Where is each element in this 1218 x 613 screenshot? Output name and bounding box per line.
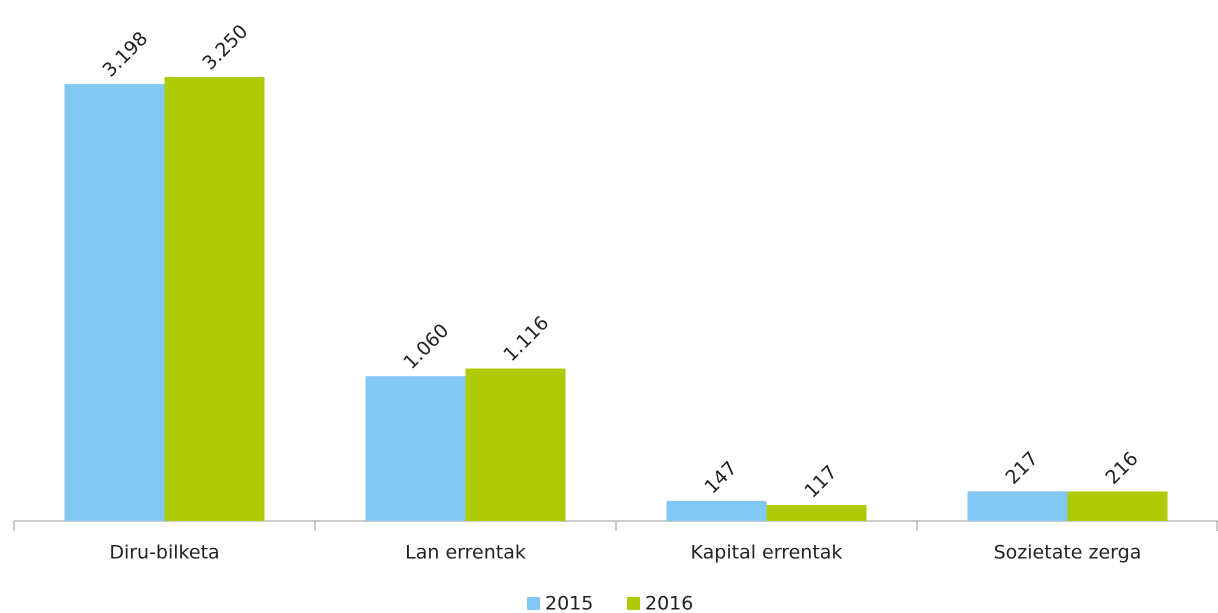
bar — [766, 505, 867, 521]
value-label: 3.198 — [98, 28, 152, 82]
value-label: 3.250 — [198, 20, 252, 74]
legend-label: 2015 — [545, 593, 593, 613]
bar — [967, 491, 1068, 521]
value-label: 1.116 — [499, 312, 553, 366]
bar — [365, 376, 466, 521]
bar — [164, 77, 265, 521]
x-tick-label: Sozietate zerga — [994, 542, 1142, 564]
value-label: 217 — [1001, 448, 1042, 489]
legend-label: 2016 — [645, 593, 693, 613]
bar — [64, 84, 165, 521]
legend-swatch — [527, 597, 540, 610]
bar — [465, 368, 566, 521]
value-label: 147 — [700, 457, 741, 498]
bar — [1067, 491, 1168, 521]
x-tick-label: Kapital errentak — [691, 542, 843, 564]
bar — [666, 500, 767, 521]
x-tick-label: Lan errentak — [405, 542, 526, 564]
value-label: 117 — [800, 461, 841, 502]
legend-swatch — [627, 597, 640, 610]
x-tick-label: Diru-bilketa — [109, 542, 219, 564]
value-label: 1.060 — [399, 320, 453, 374]
value-label: 216 — [1101, 448, 1142, 489]
